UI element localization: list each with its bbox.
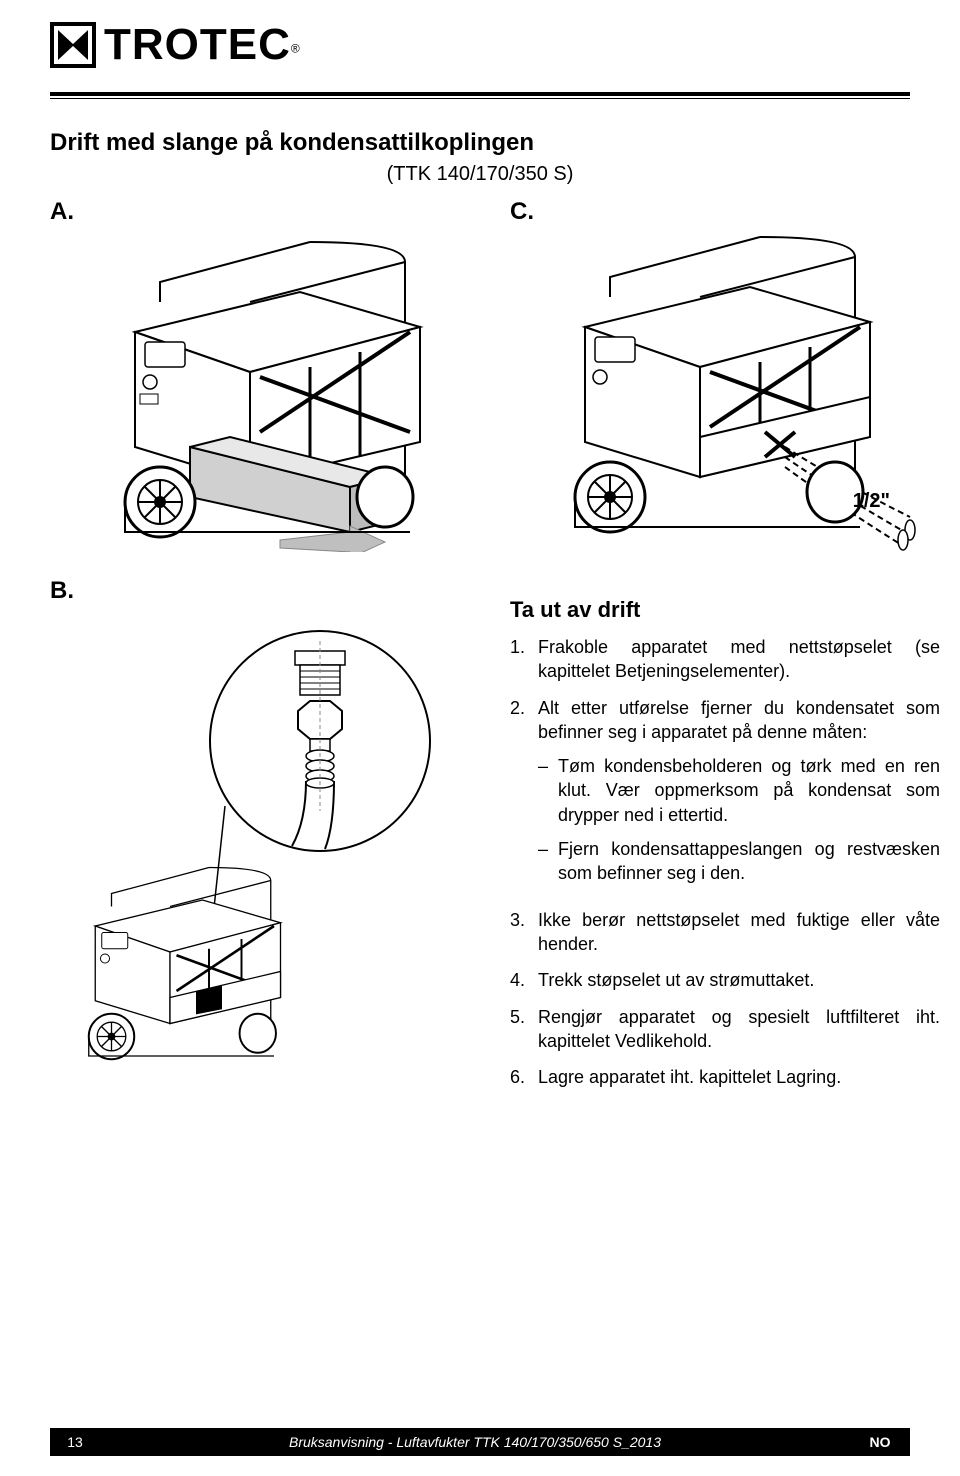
- figure-a: [50, 232, 480, 557]
- footer: 13 Bruksanvisning - Luftavfukter TTK 140…: [0, 1428, 960, 1456]
- figure-b-label: B.: [50, 577, 480, 605]
- divider-thick: [50, 92, 910, 96]
- footer-language: NO: [850, 1434, 910, 1450]
- logo-icon: [50, 22, 96, 68]
- figures-right-column: C.: [510, 198, 940, 1116]
- sub-list: – Tøm kondensbeholderen og tørk med en r…: [538, 754, 940, 885]
- figure-c-label: C.: [510, 198, 940, 226]
- footer-page-number: 13: [50, 1434, 100, 1450]
- content: Drift med slange på kondensattilkoplinge…: [0, 129, 960, 1116]
- list-item: 1. Frakoble apparatet med nettstøpselet …: [510, 635, 940, 684]
- list-item: 6. Lagre apparatet iht. kapittelet Lagri…: [510, 1065, 940, 1089]
- hose-size-label: 1/2": [853, 490, 890, 513]
- figure-b: [50, 611, 480, 1116]
- figure-c: 1/2": [510, 232, 940, 577]
- list-item: – Tøm kondensbeholderen og tørk med en r…: [538, 754, 940, 827]
- brand-name: TROTEC®: [104, 20, 300, 70]
- header: TROTEC®: [0, 0, 960, 88]
- figure-b-illustration: [50, 611, 480, 1111]
- instructions-list: 1. Frakoble apparatet med nettstøpselet …: [510, 635, 940, 1089]
- list-item: 3. Ikke berør nettstøpselet med fuktige …: [510, 908, 940, 957]
- list-item: 2. Alt etter utførelse fjerner du konden…: [510, 696, 940, 896]
- footer-doc-title: Bruksanvisning - Luftavfukter TTK 140/17…: [100, 1434, 850, 1450]
- figure-a-label: A.: [50, 198, 480, 226]
- list-item: 5. Rengjør apparatet og spesielt luftfil…: [510, 1005, 940, 1054]
- footer-bar: 13 Bruksanvisning - Luftavfukter TTK 140…: [50, 1428, 910, 1456]
- figure-c-illustration: [510, 232, 940, 572]
- figures-row: A.: [50, 198, 910, 1116]
- list-item: – Fjern kondensattappeslangen og restvæs…: [538, 837, 940, 886]
- brand-logo: TROTEC®: [50, 20, 910, 70]
- section-title: Drift med slange på kondensattilkoplinge…: [50, 129, 910, 157]
- instructions-block: Ta ut av drift 1. Frakoble apparatet med…: [510, 597, 940, 1089]
- model-note: (TTK 140/170/350 S): [50, 163, 910, 186]
- figures-left-column: A.: [50, 198, 480, 1116]
- figure-a-illustration: [50, 232, 480, 552]
- list-item: 4. Trekk støpselet ut av strømuttaket.: [510, 968, 940, 992]
- instructions-title: Ta ut av drift: [510, 597, 940, 623]
- divider-thin: [50, 98, 910, 99]
